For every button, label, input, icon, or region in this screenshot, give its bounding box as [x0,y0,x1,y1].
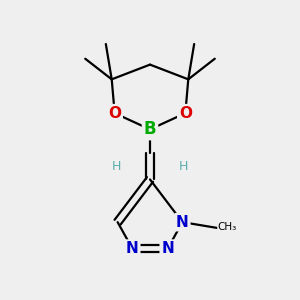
Text: N: N [176,214,189,230]
Text: O: O [179,106,192,121]
Text: O: O [108,106,121,121]
Text: H: H [179,160,188,173]
Text: B: B [144,120,156,138]
Text: H: H [112,160,121,173]
Text: N: N [161,241,174,256]
Text: N: N [126,241,139,256]
Text: CH₃: CH₃ [218,222,237,232]
